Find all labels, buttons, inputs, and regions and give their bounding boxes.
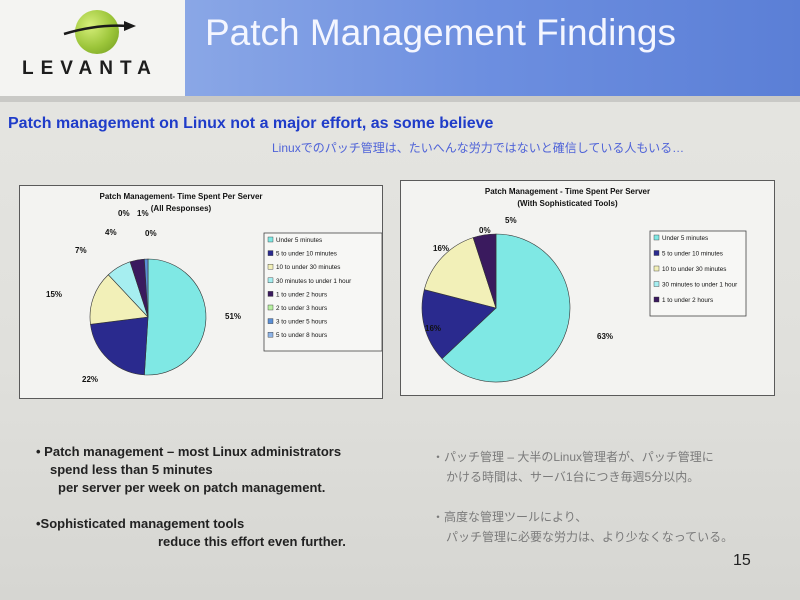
legend-entry-3: 10 to under 30 minutes xyxy=(276,264,340,271)
page-number: 15 xyxy=(733,552,751,569)
arrow-icon xyxy=(63,21,136,36)
pie-data-label-5: 4% xyxy=(105,228,117,237)
pie-data-label-3: 16% xyxy=(433,244,449,253)
header-divider xyxy=(0,96,800,102)
legend-swatch-2 xyxy=(267,250,274,256)
pie-data-label-8: 0% xyxy=(145,229,157,238)
pie-slice-2 xyxy=(90,316,149,376)
legend-entry-5: 1 to under 2 hours xyxy=(276,291,327,298)
legend-swatch-6 xyxy=(267,304,274,311)
legend-entry-4: 30 minutes to under 1 hour xyxy=(276,278,351,285)
pie-data-label-7: 1% xyxy=(137,209,149,218)
pie-slice-7 xyxy=(144,258,149,318)
chart-title: Patch Management- Time Spent Per Server xyxy=(99,192,262,201)
chart-subtitle: (All Responses) xyxy=(151,204,212,213)
bullet-en-2-line-1: •Sophisticated management tools xyxy=(36,516,245,531)
legend-swatch-1 xyxy=(653,234,660,241)
pie-data-label-4: 7% xyxy=(75,246,87,255)
pie-slice-1 xyxy=(144,258,207,376)
legend-swatch-7 xyxy=(267,318,274,324)
legend-entry-8: 5 to under 8 hours xyxy=(276,332,327,339)
bullet-jp-1-line-1: ・パッチ管理 – 大半のLinux管理者が、パッチ管理に xyxy=(432,450,714,464)
legend-entry-1: Under 5 minutes xyxy=(276,237,322,244)
bullet-en-1-line-3: per server per week on patch management. xyxy=(58,480,326,495)
pie-chart-sophisticated-tools: Patch Management - Time Spent Per Server… xyxy=(400,180,775,396)
legend-entry-1: Under 5 minutes xyxy=(662,235,708,242)
legend-swatch-4 xyxy=(653,281,660,287)
logo-text: LEVANTA xyxy=(22,58,158,79)
legend-box xyxy=(649,230,747,317)
pie-data-label-1: 51% xyxy=(225,312,241,321)
pie-slice-1 xyxy=(441,233,571,383)
legend-entry-6: 2 to under 3 hours xyxy=(276,305,327,312)
legend-swatch-5 xyxy=(267,291,274,297)
legend-entry-3: 10 to under 30 minutes xyxy=(662,266,726,273)
pie-data-label-3: 15% xyxy=(46,290,62,299)
bullet-en-1-line-2: spend less than 5 minutes xyxy=(50,462,213,477)
legend-swatch-1 xyxy=(267,236,274,243)
legend-swatch-5 xyxy=(653,296,660,303)
logo: LEVANTA xyxy=(0,0,185,96)
pie-slice-2 xyxy=(421,289,497,360)
globe-icon xyxy=(75,10,119,54)
legend-entry-4: 30 minutes to under 1 hour xyxy=(662,282,737,289)
pie-data-label-5: 5% xyxy=(505,216,517,225)
legend-entry-7: 3 to under 5 hours xyxy=(276,319,327,326)
legend-entry-2: 5 to under 10 minutes xyxy=(276,251,337,258)
bullet-en-2-line-2: reduce this effort even further. xyxy=(158,534,346,549)
pie-data-label-6: 0% xyxy=(118,209,130,218)
legend-swatch-3 xyxy=(653,265,660,272)
pie-chart-svg: Patch Management- Time Spent Per Server (… xyxy=(46,192,382,384)
pie-data-label-4: 0% xyxy=(479,226,491,235)
pie-chart-all-responses: Patch Management- Time Spent Per Server (… xyxy=(19,185,383,399)
slide-subheading-jp: Linuxでのパッチ管理は、たいへんな労力ではないと確信している人もいる… xyxy=(272,141,685,155)
bullet-en-1-line-1: • Patch management – most Linux administ… xyxy=(36,444,342,459)
bullet-jp-2-line-1: ・高度な管理ツールにより、 xyxy=(432,510,588,524)
pie-chart-svg: Patch Management - Time Spent Per Server… xyxy=(421,187,747,383)
bullet-jp-1-line-2: かける時間は、サーバ1台につき毎週5分以内。 xyxy=(446,470,700,484)
slide-heading: Patch management on Linux not a major ef… xyxy=(8,115,494,132)
legend-swatch-8 xyxy=(267,331,274,338)
pie-data-label-2: 22% xyxy=(82,375,98,384)
pie-slice-3 xyxy=(423,237,497,309)
chart-title: Patch Management - Time Spent Per Server xyxy=(485,187,650,196)
legend-box xyxy=(263,232,382,352)
pie-data-label-1: 63% xyxy=(597,332,613,341)
legend-swatch-4 xyxy=(267,277,274,284)
pie-slice-5 xyxy=(472,233,497,309)
legend-swatch-2 xyxy=(653,250,660,256)
legend-swatch-3 xyxy=(267,263,274,270)
legend-entry-5: 1 to under 2 hours xyxy=(662,297,713,304)
pie-slice-3 xyxy=(89,274,149,325)
pie-data-label-2: 16% xyxy=(425,324,441,333)
bullet-jp-2-line-2: パッチ管理に必要な労力は、より少なくなっている。 xyxy=(446,530,734,544)
slide-title: Patch Management Findings xyxy=(205,12,676,53)
chart-subtitle: (With Sophisticated Tools) xyxy=(517,199,618,208)
legend-entry-2: 5 to under 10 minutes xyxy=(662,251,723,258)
